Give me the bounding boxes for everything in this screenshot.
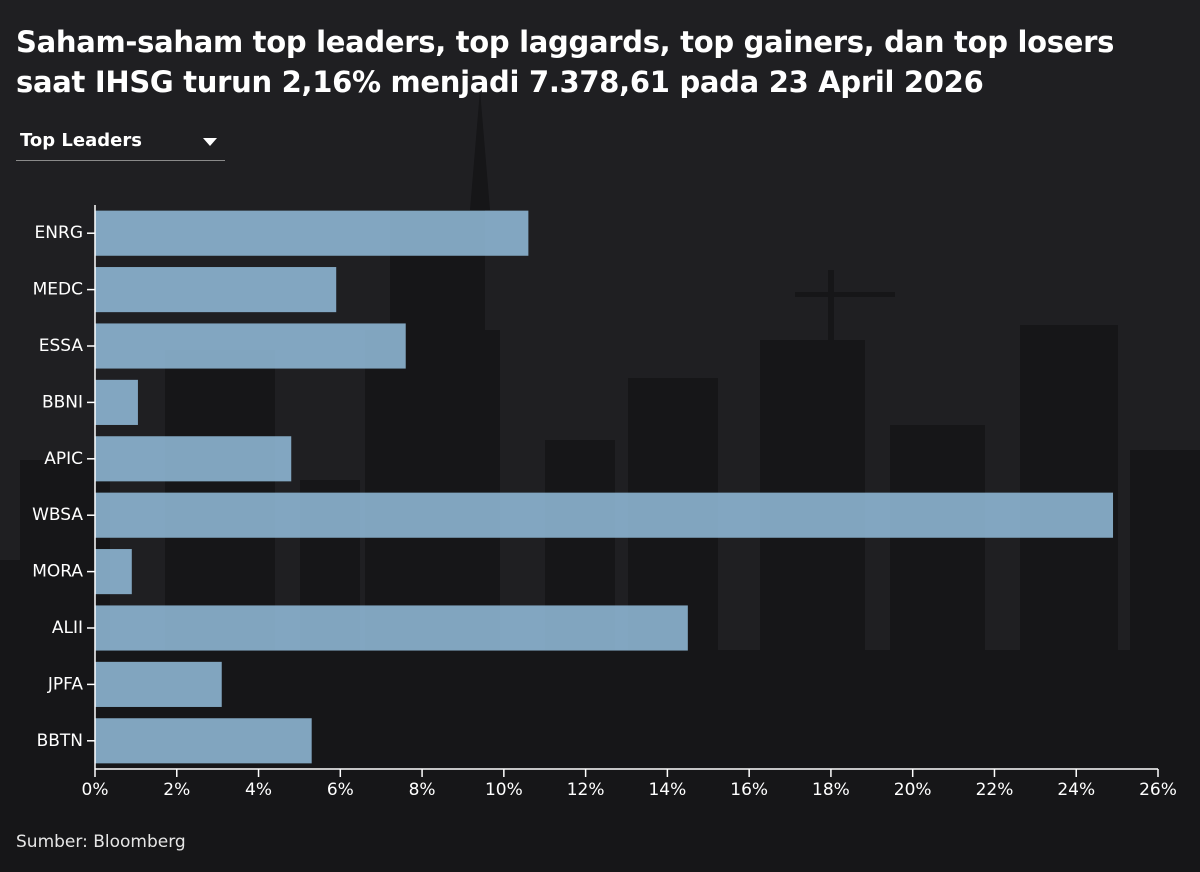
x-tick-label: 26% (1139, 780, 1177, 800)
bar-bbni (95, 379, 138, 425)
category-dropdown[interactable]: Top Leaders (16, 124, 225, 161)
bar-apic (95, 436, 292, 482)
x-tick-label: 12% (567, 780, 605, 800)
y-tick-label: ALII (52, 618, 83, 638)
x-tick-label: 4% (245, 780, 272, 800)
bar-essa (95, 323, 406, 369)
y-tick-label: MEDC (33, 280, 83, 300)
x-tick-label: 24% (1057, 780, 1095, 800)
x-tick-label: 14% (648, 780, 686, 800)
bar-mora (95, 549, 132, 595)
y-tick-label: ENRG (35, 223, 83, 243)
y-tick-label: JPFA (47, 674, 83, 694)
bar-medc (95, 267, 337, 313)
source-note: Sumber: Bloomberg (16, 832, 186, 852)
dropdown-selected-label: Top Leaders (20, 130, 142, 151)
y-tick-label: MORA (32, 562, 83, 582)
bar-bbtn (95, 718, 312, 764)
chart-title: Saham-saham top leaders, top laggards, t… (16, 25, 1115, 99)
y-tick-label: BBTN (37, 731, 83, 751)
bar-jpfa (95, 661, 222, 707)
bar-enrg (95, 210, 529, 256)
x-tick-label: 18% (812, 780, 850, 800)
x-tick-label: 2% (163, 780, 190, 800)
y-tick-label: BBNI (42, 392, 83, 412)
x-tick-label: 10% (485, 780, 523, 800)
bar-alii (95, 605, 688, 651)
x-tick-label: 20% (894, 780, 932, 800)
x-tick-label: 22% (976, 780, 1014, 800)
chevron-down-icon[interactable] (203, 138, 217, 146)
y-tick-label: ESSA (39, 336, 84, 356)
bar-wbsa (95, 492, 1114, 538)
x-tick-label: 16% (730, 780, 768, 800)
y-tick-label: APIC (44, 449, 83, 469)
x-tick-label: 6% (327, 780, 354, 800)
x-tick-label: 0% (82, 780, 109, 800)
y-tick-label: WBSA (32, 505, 83, 525)
x-tick-label: 8% (409, 780, 436, 800)
